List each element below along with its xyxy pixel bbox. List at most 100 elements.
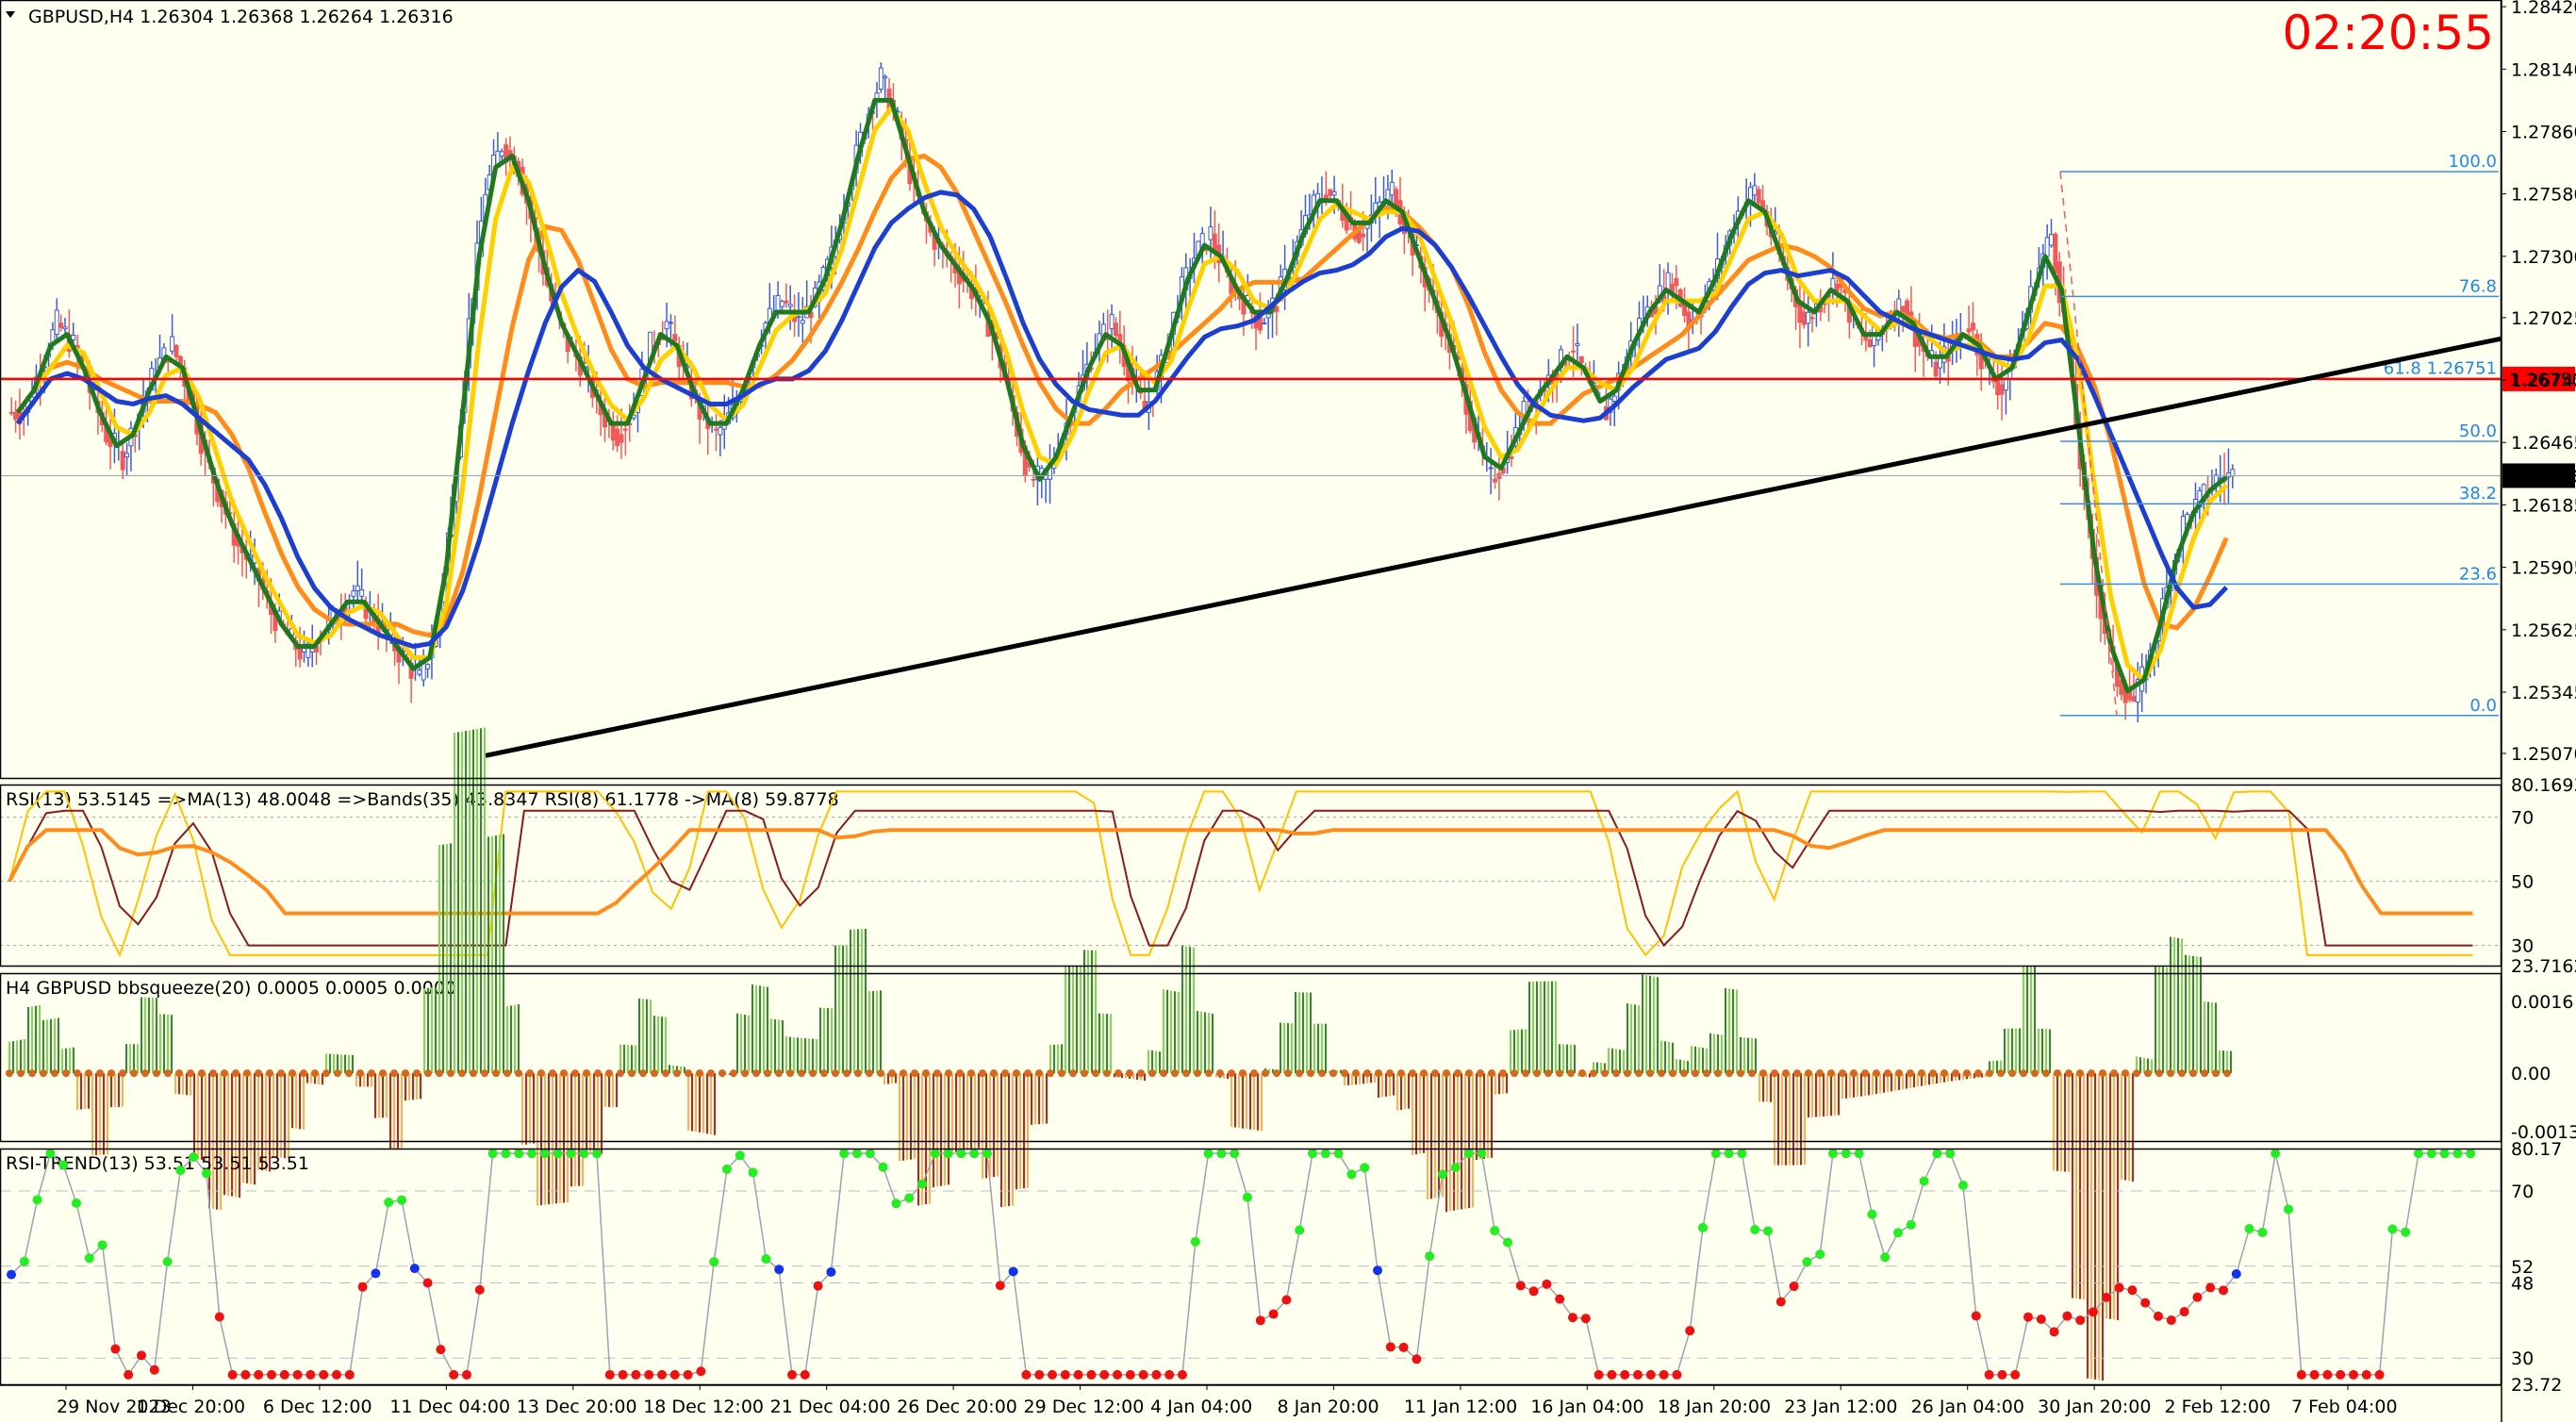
current-price-box: [2502, 463, 2575, 488]
bbs-squeeze-dot: [413, 1069, 421, 1078]
bbs-squeeze-dot: [956, 1069, 964, 1078]
rt-dot: [2361, 1369, 2371, 1380]
rt-dot: [1333, 1149, 1344, 1159]
candle-body: [1389, 181, 1395, 196]
rt-dot: [2401, 1227, 2411, 1237]
candle-body: [615, 428, 620, 447]
bbs-squeeze-dot: [96, 1069, 104, 1078]
rt-dot: [1360, 1163, 1370, 1173]
rt-dot: [162, 1256, 173, 1266]
candle-body: [2225, 472, 2231, 478]
rt-dot: [1645, 1369, 1656, 1380]
candle-body: [1752, 185, 1758, 196]
rt-dot: [735, 1150, 745, 1161]
rt-dot: [1984, 1369, 1994, 1380]
time-tick-label: 26 Dec 20:00: [897, 1397, 1017, 1417]
rt-dot: [579, 1149, 589, 1159]
bbs-squeeze-dot: [1081, 1069, 1088, 1078]
bbs-squeeze-dot: [40, 1069, 47, 1078]
bbs-squeeze-dot: [820, 1069, 828, 1078]
candle-body: [2049, 234, 2055, 246]
bbs-squeeze-dot: [1714, 1069, 1722, 1078]
candle-body: [71, 335, 76, 340]
candle-body: [1999, 384, 2005, 395]
rt-dot: [1515, 1281, 1526, 1291]
time-tick-label: 16 Jan 04:00: [1530, 1397, 1643, 1417]
rt-dot: [800, 1369, 810, 1380]
rt-dot: [995, 1281, 1005, 1291]
candle-body: [610, 422, 616, 441]
bbs-squeeze-dot: [1397, 1069, 1405, 1078]
price-tick-label: 1.28140: [2511, 59, 2576, 80]
candle-body: [883, 75, 888, 79]
bbs-squeeze-dot: [1839, 1069, 1846, 1078]
bbs-squeeze-dot: [798, 1069, 805, 1078]
rt-dot: [1308, 1149, 1317, 1159]
candle-body: [1995, 378, 2001, 396]
rt-dot: [1828, 1149, 1838, 1159]
bbs-squeeze-dot: [1658, 1069, 1665, 1078]
fib-level-label: 23.6: [2459, 564, 2497, 584]
rt-dot: [683, 1369, 693, 1380]
candle-body: [1908, 311, 1914, 317]
rt-dot: [1698, 1222, 1708, 1232]
dropdown-icon[interactable]: [6, 11, 15, 18]
bbs-squeeze-dot: [1986, 1069, 1993, 1078]
panel-title: RSI(13) 53.5145 =>MA(13) 48.0048 =>Bands…: [6, 789, 839, 810]
rt-dot: [2426, 1149, 2436, 1159]
bbs-squeeze-dot: [854, 1069, 862, 1078]
time-tick-label: 11 Jan 12:00: [1404, 1397, 1517, 1417]
bbs-squeeze-dot: [458, 1069, 466, 1078]
bbs-squeeze-dot: [51, 1069, 58, 1078]
rt-dot: [1893, 1228, 1903, 1238]
bbs-squeeze-dot: [2020, 1069, 2027, 1078]
bbs-squeeze-dot: [107, 1069, 115, 1078]
bbs-squeeze-dot: [775, 1069, 783, 1078]
bbs-squeeze-dot: [843, 1069, 850, 1078]
bbs-squeeze-dot: [390, 1069, 398, 1078]
candle-body: [1361, 233, 1366, 238]
rt-dot: [344, 1369, 355, 1380]
rt-dot: [2049, 1327, 2059, 1337]
bbs-squeeze-dot: [2042, 1069, 2050, 1078]
rt-dot: [1710, 1149, 1721, 1159]
rt-dot: [371, 1268, 381, 1279]
bbs-squeeze-dot: [1759, 1069, 1767, 1078]
bbs-squeeze-dot: [900, 1069, 907, 1078]
rt-dot: [2192, 1292, 2203, 1302]
candle-body: [173, 344, 179, 357]
candle-body: [619, 434, 624, 443]
bbs-squeeze-dot: [1669, 1069, 1676, 1078]
bbs-squeeze-dot: [832, 1069, 839, 1078]
rt-dot: [2062, 1311, 2072, 1321]
bbs-squeeze-dot: [1431, 1069, 1439, 1078]
candle-body: [1665, 272, 1671, 290]
bbs-squeeze-dot: [1137, 1069, 1145, 1078]
candle-body: [499, 151, 504, 157]
candle-body: [359, 589, 365, 597]
rt-dot: [462, 1369, 471, 1380]
price-plot[interactable]: 1.26316: [0, 61, 2576, 723]
bbs-squeeze-dot: [119, 1069, 126, 1078]
candle-body: [425, 664, 431, 670]
symbol-header: GBPUSD,H4 1.26304 1.26368 1.26264 1.2631…: [28, 7, 454, 27]
rt-dot: [227, 1369, 238, 1380]
bbs-squeeze-dot: [651, 1069, 658, 1078]
rt-dot: [2205, 1282, 2216, 1293]
bbs-squeeze-dot: [1307, 1069, 1314, 1078]
bbs-squeeze-dot: [1974, 1069, 1982, 1078]
price-tick-label: 1.25070: [2511, 744, 2576, 765]
bbs-squeeze-dot: [1284, 1069, 1292, 1078]
bbs-squeeze-dot: [594, 1069, 602, 1078]
time-tick-label: 7 Feb 04:00: [2291, 1397, 2398, 1417]
rt-dot: [2036, 1314, 2046, 1324]
bbs-squeeze-dot: [2189, 1069, 2197, 1078]
candle-body: [718, 426, 723, 436]
rt-dot: [2271, 1149, 2281, 1159]
candle-body: [170, 336, 175, 352]
rt-dot: [2075, 1315, 2086, 1326]
bbs-squeeze-dot: [979, 1069, 986, 1078]
rt-dot: [1997, 1369, 2007, 1380]
bbs-squeeze-dot: [866, 1069, 873, 1078]
